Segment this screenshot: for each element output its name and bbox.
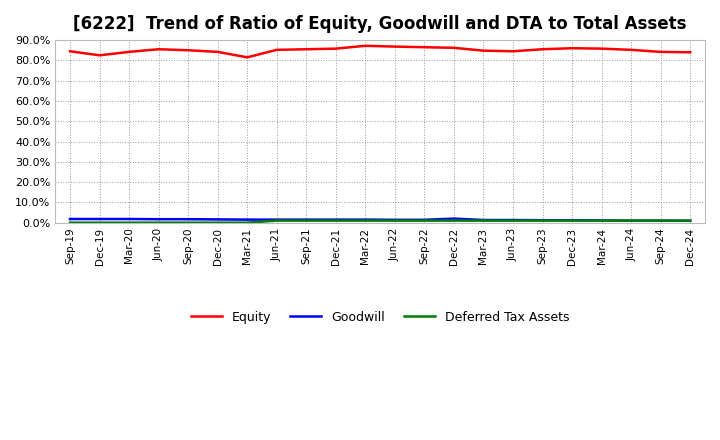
Goodwill	[568, 218, 577, 223]
Equity	[480, 48, 488, 53]
Equity	[243, 55, 251, 60]
Deferred Tax Assets	[95, 220, 104, 225]
Deferred Tax Assets	[184, 220, 192, 225]
Goodwill	[449, 216, 458, 221]
Deferred Tax Assets	[657, 218, 665, 223]
Equity	[125, 49, 133, 55]
Legend: Equity, Goodwill, Deferred Tax Assets: Equity, Goodwill, Deferred Tax Assets	[186, 305, 575, 329]
Line: Deferred Tax Assets: Deferred Tax Assets	[70, 220, 690, 223]
Goodwill	[627, 218, 636, 223]
Goodwill	[272, 217, 281, 222]
Equity	[509, 49, 518, 54]
Goodwill	[361, 217, 369, 222]
Deferred Tax Assets	[361, 218, 369, 223]
Deferred Tax Assets	[213, 220, 222, 225]
Goodwill	[539, 218, 547, 223]
Equity	[95, 53, 104, 58]
Goodwill	[184, 216, 192, 222]
Equity	[331, 46, 340, 51]
Goodwill	[420, 217, 428, 223]
Equity	[449, 45, 458, 51]
Goodwill	[686, 218, 695, 224]
Deferred Tax Assets	[686, 218, 695, 223]
Equity	[302, 47, 310, 52]
Line: Goodwill: Goodwill	[70, 219, 690, 221]
Deferred Tax Assets	[539, 218, 547, 223]
Goodwill	[480, 217, 488, 223]
Equity	[390, 44, 399, 49]
Deferred Tax Assets	[627, 218, 636, 223]
Deferred Tax Assets	[390, 218, 399, 223]
Title: [6222]  Trend of Ratio of Equity, Goodwill and DTA to Total Assets: [6222] Trend of Ratio of Equity, Goodwil…	[73, 15, 687, 33]
Equity	[213, 49, 222, 55]
Equity	[568, 46, 577, 51]
Equity	[154, 47, 163, 52]
Line: Equity: Equity	[70, 46, 690, 57]
Deferred Tax Assets	[66, 220, 74, 225]
Goodwill	[154, 216, 163, 222]
Goodwill	[213, 217, 222, 222]
Deferred Tax Assets	[449, 218, 458, 223]
Deferred Tax Assets	[302, 218, 310, 223]
Goodwill	[657, 218, 665, 223]
Equity	[539, 47, 547, 52]
Goodwill	[302, 217, 310, 222]
Goodwill	[125, 216, 133, 222]
Deferred Tax Assets	[420, 218, 428, 223]
Deferred Tax Assets	[125, 220, 133, 225]
Equity	[657, 49, 665, 55]
Goodwill	[598, 218, 606, 223]
Equity	[598, 46, 606, 51]
Deferred Tax Assets	[331, 218, 340, 223]
Equity	[66, 49, 74, 54]
Deferred Tax Assets	[243, 220, 251, 225]
Deferred Tax Assets	[272, 218, 281, 223]
Equity	[627, 47, 636, 52]
Equity	[184, 48, 192, 53]
Goodwill	[390, 217, 399, 223]
Goodwill	[509, 217, 518, 223]
Deferred Tax Assets	[568, 218, 577, 223]
Equity	[272, 47, 281, 52]
Equity	[361, 43, 369, 48]
Deferred Tax Assets	[480, 218, 488, 223]
Goodwill	[66, 216, 74, 222]
Equity	[686, 50, 695, 55]
Deferred Tax Assets	[598, 218, 606, 223]
Equity	[420, 44, 428, 50]
Goodwill	[95, 216, 104, 222]
Deferred Tax Assets	[154, 220, 163, 225]
Goodwill	[331, 217, 340, 222]
Goodwill	[243, 217, 251, 222]
Deferred Tax Assets	[509, 218, 518, 223]
